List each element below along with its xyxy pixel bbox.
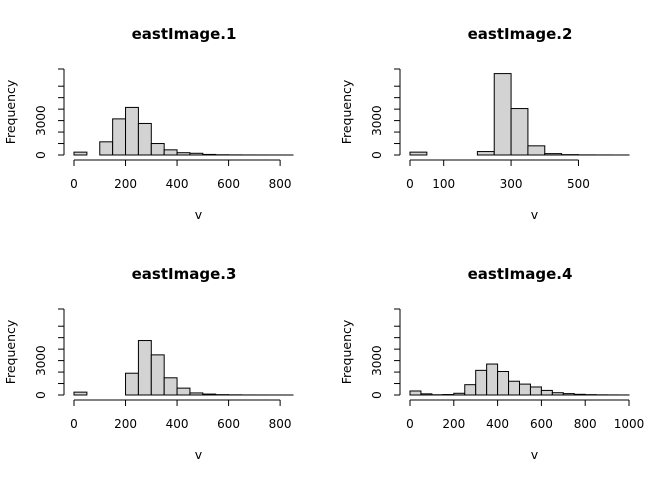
histogram-bar — [137, 122, 152, 156]
histogram-bar — [176, 152, 191, 156]
histogram-bar — [112, 118, 127, 156]
histogram-bar — [476, 151, 495, 156]
histogram-bar — [137, 340, 152, 396]
histogram-bar — [409, 390, 422, 396]
y-tick-label: 0 — [34, 151, 48, 159]
histogram-bar — [150, 143, 165, 156]
histogram-bar — [163, 149, 178, 156]
x-tick-label: 800 — [574, 417, 597, 431]
x-axis-label: v — [195, 447, 203, 462]
x-tick-label: 800 — [269, 417, 292, 431]
histogram-bar — [73, 391, 88, 396]
x-tick-label: 200 — [114, 177, 137, 191]
x-tick-label: 400 — [486, 417, 509, 431]
x-tick-label: 0 — [406, 177, 414, 191]
histogram-bar — [551, 392, 564, 396]
histogram-bar — [73, 151, 88, 156]
x-tick-label: 400 — [166, 417, 189, 431]
x-tick-label: 600 — [217, 417, 240, 431]
histogram-bar — [150, 354, 165, 396]
histogram-bar — [125, 372, 139, 396]
x-tick-label: 600 — [530, 417, 553, 431]
x-tick-label: 200 — [442, 417, 465, 431]
x-axis-label: v — [195, 207, 203, 222]
y-tick-label: 0 — [370, 391, 384, 399]
y-axis-label: Frequency — [3, 319, 18, 384]
x-tick-label: 300 — [500, 177, 523, 191]
y-tick-label: 3000 — [34, 345, 48, 376]
histogram-bar — [497, 370, 510, 396]
y-tick-label: 3000 — [370, 105, 384, 136]
x-tick-label: 500 — [567, 177, 590, 191]
histogram-bar — [176, 387, 191, 396]
x-tick-label: 0 — [406, 417, 414, 431]
histogram-bar — [486, 363, 499, 396]
histogram-bar — [453, 392, 466, 396]
histogram-bar — [202, 153, 217, 156]
histogram-bar — [544, 153, 563, 156]
y-tick-label: 0 — [370, 151, 384, 159]
x-tick-label: 100 — [432, 177, 455, 191]
histogram-panel-3: eastImage.3 0 3000 Frequency 0 200 400 600 800 v — [3, 265, 294, 462]
y-axis-label: Frequency — [339, 319, 354, 384]
histogram-panel-4: eastImage.4 0 3000 Frequency 0 200 400 600 800 10… — [339, 265, 644, 462]
histogram-bar — [189, 152, 204, 156]
chart-title: eastImage.2 — [468, 25, 573, 43]
y-tick-label: 3000 — [34, 105, 48, 136]
x-tick-label: 200 — [114, 417, 137, 431]
histogram-bar — [573, 393, 586, 396]
histogram-bar — [202, 393, 217, 396]
histogram-bar — [562, 393, 575, 396]
histogram-bar — [409, 151, 428, 156]
x-tick-label: 800 — [269, 177, 292, 191]
histogram-bar — [475, 369, 488, 396]
histogram-bar — [189, 392, 204, 396]
histogram-bar — [493, 73, 512, 156]
y-axis-label: Frequency — [3, 79, 18, 144]
histogram-bar — [540, 389, 553, 396]
y-axis-label: Frequency — [339, 79, 354, 144]
y-tick-label: 3000 — [370, 345, 384, 376]
histogram-bar — [420, 393, 433, 396]
histogram-bar — [527, 145, 546, 156]
histogram-bar — [519, 383, 531, 396]
x-tick-label: 0 — [70, 417, 78, 431]
histogram-bar — [125, 106, 139, 156]
x-axis-label: v — [531, 207, 539, 222]
chart-title: eastImage.1 — [132, 25, 237, 43]
chart-title: eastImage.4 — [468, 265, 573, 283]
histogram-bar — [529, 386, 542, 396]
chart-title: eastImage.3 — [132, 265, 237, 283]
histogram-bar — [163, 377, 178, 396]
y-tick-label: 0 — [34, 391, 48, 399]
histogram-bar — [99, 141, 114, 156]
histogram-bar — [464, 384, 477, 396]
histogram-bar — [508, 380, 520, 396]
histogram-panel-1: eastImage.1 0 3000 Frequency 0 200 400 600 800 v — [3, 25, 294, 222]
x-axis-label: v — [531, 447, 539, 462]
x-tick-label: 0 — [70, 177, 78, 191]
x-tick-label: 400 — [166, 177, 189, 191]
histogram-bar — [510, 108, 529, 156]
x-tick-label: 1000 — [614, 417, 645, 431]
x-tick-label: 600 — [217, 177, 240, 191]
histogram-panel-2: eastImage.2 0 3000 Frequency 0 100 300 500 v — [339, 25, 630, 222]
